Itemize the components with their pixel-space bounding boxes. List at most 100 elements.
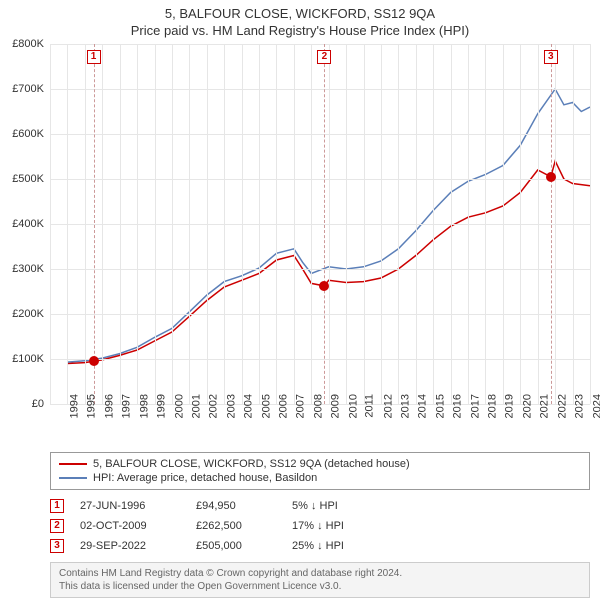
grid-line-v xyxy=(451,44,452,404)
x-tick-label: 2011 xyxy=(364,394,376,418)
x-tick-label: 2005 xyxy=(260,394,272,418)
grid-line-v xyxy=(364,44,365,404)
x-tick-label: 2006 xyxy=(278,394,290,418)
event-marker: 2 xyxy=(317,50,331,64)
x-tick-label: 2014 xyxy=(417,394,429,418)
y-tick-label: £600K xyxy=(12,128,44,140)
sale-dot xyxy=(319,281,329,291)
grid-line-v xyxy=(120,44,121,404)
grid-line-v xyxy=(346,44,347,404)
sale-date: 02-OCT-2009 xyxy=(80,520,180,532)
grid-line-v xyxy=(538,44,539,404)
grid-line-v xyxy=(503,44,504,404)
legend-swatch xyxy=(59,463,87,465)
legend-swatch xyxy=(59,477,87,479)
event-marker: 3 xyxy=(544,50,558,64)
grid-line-v xyxy=(573,44,574,404)
sale-marker: 1 xyxy=(50,499,64,513)
grid-line-v xyxy=(520,44,521,404)
grid-line-v xyxy=(242,44,243,404)
sale-price: £262,500 xyxy=(196,520,276,532)
x-tick-label: 2000 xyxy=(173,394,185,418)
grid-line-v xyxy=(259,44,260,404)
grid-line-v xyxy=(311,44,312,404)
grid-line-v xyxy=(189,44,190,404)
y-axis: £0£100K£200K£300K£400K£500K£600K£700K£80… xyxy=(0,44,48,404)
grid-line-v xyxy=(329,44,330,404)
grid-line-h xyxy=(50,314,590,315)
grid-line-v xyxy=(50,44,51,404)
x-tick-label: 1995 xyxy=(86,394,98,418)
sales-row: 329-SEP-2022£505,00025% ↓ HPI xyxy=(50,536,590,556)
sale-price: £94,950 xyxy=(196,500,276,512)
x-tick-label: 2010 xyxy=(347,394,359,418)
grid-line-v xyxy=(398,44,399,404)
x-tick-label: 2002 xyxy=(208,394,220,418)
x-tick-label: 2023 xyxy=(574,394,586,418)
y-tick-label: £100K xyxy=(12,353,44,365)
page-subtitle: Price paid vs. HM Land Registry's House … xyxy=(0,21,600,44)
x-tick-label: 2007 xyxy=(295,394,307,418)
sale-date: 27-JUN-1996 xyxy=(80,500,180,512)
x-tick-label: 2015 xyxy=(434,394,446,418)
x-axis: 1994199519961997199819992000200120022003… xyxy=(50,404,590,428)
y-tick-label: £400K xyxy=(12,218,44,230)
sales-row: 1 27-JUN-1996 £94,950 5% ↓ HPI xyxy=(50,496,590,516)
event-marker: 1 xyxy=(87,50,101,64)
x-tick-label: 2017 xyxy=(469,394,481,418)
grid-line-v xyxy=(137,44,138,404)
y-tick-label: £700K xyxy=(12,83,44,95)
grid-line-h xyxy=(50,44,590,45)
sale-dot xyxy=(546,172,556,182)
x-tick-label: 2018 xyxy=(487,394,499,418)
grid-line-v xyxy=(155,44,156,404)
x-tick-label: 2016 xyxy=(452,394,464,418)
sale-price: £505,000 xyxy=(196,540,276,552)
y-tick-label: £800K xyxy=(12,38,44,50)
grid-line-h xyxy=(50,134,590,135)
sales-table: 1 27-JUN-1996 £94,950 5% ↓ HPI 2 02-OCT-2009 £… xyxy=(50,496,590,556)
x-tick-label: 2012 xyxy=(382,394,394,418)
x-tick-label: 2008 xyxy=(312,394,324,418)
event-line xyxy=(94,44,95,404)
x-tick-label: 2013 xyxy=(399,394,411,418)
footer-line: Contains HM Land Registry data © Crown c… xyxy=(59,567,581,580)
legend: 5, BALFOUR CLOSE, WICKFORD, SS12 9QA (de… xyxy=(50,452,590,490)
grid-line-v xyxy=(172,44,173,404)
legend-label: 5, BALFOUR CLOSE, WICKFORD, SS12 9QA (de… xyxy=(93,458,410,470)
grid-line-h xyxy=(50,269,590,270)
grid-line-v xyxy=(590,44,591,404)
grid-line-v xyxy=(485,44,486,404)
grid-line-v xyxy=(294,44,295,404)
grid-line-v xyxy=(276,44,277,404)
event-line xyxy=(551,44,552,404)
grid-line-h xyxy=(50,179,590,180)
grid-line-v xyxy=(85,44,86,404)
sale-diff: 17% ↓ HPI xyxy=(292,520,344,532)
sale-diff: 5% ↓ HPI xyxy=(292,500,338,512)
x-tick-label: 1998 xyxy=(138,394,150,418)
sales-row: 2 02-OCT-2009 £262,500 17% ↓ HPI xyxy=(50,516,590,536)
grid-line-v xyxy=(207,44,208,404)
grid-line-v xyxy=(555,44,556,404)
price-chart: £0£100K£200K£300K£400K£500K£600K£700K£80… xyxy=(50,44,590,424)
grid-line-v xyxy=(468,44,469,404)
page-title: 5, BALFOUR CLOSE, WICKFORD, SS12 9QA xyxy=(0,0,600,21)
x-tick-label: 1994 xyxy=(68,394,80,418)
grid-line-h xyxy=(50,359,590,360)
grid-line-v xyxy=(67,44,68,404)
x-tick-label: 1996 xyxy=(103,394,115,418)
sale-marker: 2 xyxy=(50,519,64,533)
x-tick-label: 1999 xyxy=(156,394,168,418)
x-tick-label: 1997 xyxy=(121,394,133,418)
x-tick-label: 2009 xyxy=(330,394,342,418)
sale-date: 29-SEP-2022 xyxy=(80,540,180,552)
grid-line-h xyxy=(50,89,590,90)
x-tick-label: 2021 xyxy=(539,394,551,418)
y-tick-label: £500K xyxy=(12,173,44,185)
plot-area: 1 2 3 xyxy=(50,44,590,424)
x-tick-label: 2003 xyxy=(225,394,237,418)
x-tick-label: 2022 xyxy=(556,394,568,418)
event-line xyxy=(324,44,325,404)
legend-row: HPI: Average price, detached house, Basi… xyxy=(59,471,581,485)
